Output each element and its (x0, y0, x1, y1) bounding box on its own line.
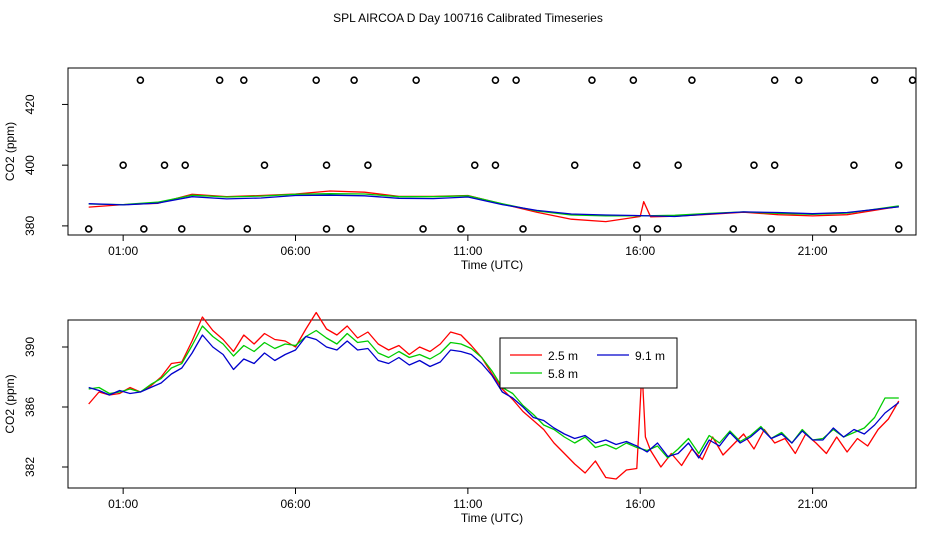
calibration-point (519, 225, 527, 233)
calibration-point (632, 161, 641, 169)
calibration-point (770, 161, 779, 169)
legend-label-9-1m: 9.1 m (635, 349, 665, 363)
legend: 2.5 m 9.1 m 5.8 m (499, 337, 678, 389)
y-axis-label: CO2 (ppm) (3, 374, 17, 433)
calibration-point (312, 76, 320, 84)
x-tick-label: 11:00 (453, 497, 482, 511)
y-tick-label: 390 (23, 337, 37, 357)
x-tick-label: 01:00 (108, 244, 138, 258)
calibration-point (729, 225, 738, 233)
x-axis-label: Time (UTC) (461, 258, 523, 272)
calibration-point (653, 225, 662, 233)
calibration-point (136, 76, 145, 84)
calibration-point (470, 161, 479, 169)
bottom-panel: 01:00 06:00 11:00 16:00 21:00 382 386 390 Time (… (3, 311, 917, 525)
x-axis-label: Time (UTC) (461, 511, 523, 525)
calibration-point (419, 225, 427, 233)
series-line-2-5-m (88, 311, 900, 480)
plot-frame (67, 319, 917, 489)
calibration-point (140, 225, 148, 233)
calibration-point (364, 161, 372, 169)
series-line-5-8-m (88, 325, 899, 459)
calibration-point (215, 76, 224, 84)
x-tick-label: 16:00 (625, 497, 655, 511)
x-tick-label: 01:00 (108, 497, 138, 511)
y-tick-label: 380 (23, 216, 37, 236)
calibration-point (491, 76, 500, 84)
calibration-point (794, 76, 803, 84)
legend-label-5-8m: 5.8 m (548, 367, 578, 381)
calibration-point (629, 76, 638, 84)
x-tick-label: 11:00 (453, 244, 482, 258)
calibration-point (177, 225, 186, 233)
top-panel: 01:00 06:00 11:00 16:00 21:00 380 400 420 Time (… (3, 67, 917, 272)
calibration-point (850, 161, 858, 169)
figure-title: SPL AIRCOA D Day 100716 Calibrated Times… (333, 11, 603, 25)
calibration-point (750, 161, 758, 169)
calibration-point (870, 76, 879, 84)
calibration-point (491, 161, 500, 169)
legend-label-2-5m: 2.5 m (548, 349, 578, 363)
plot-frame (67, 67, 917, 236)
calibration-point (632, 225, 641, 233)
calibration-point (412, 76, 420, 84)
calibration-point (512, 76, 520, 84)
x-tick-label: 06:00 (280, 497, 310, 511)
legend-box (499, 337, 678, 389)
calibration-point (674, 161, 682, 169)
calibration-point (570, 161, 579, 169)
calibration-point (322, 161, 331, 169)
calibration-point (243, 225, 252, 233)
y-tick-label: 400 (23, 155, 37, 175)
calibration-point (767, 225, 776, 233)
calibration-point (240, 76, 248, 84)
calibration-point (457, 225, 465, 233)
calibration-point (350, 76, 358, 84)
calibration-point (908, 76, 917, 84)
x-tick-label: 21:00 (798, 244, 828, 258)
calibration-point (770, 76, 779, 84)
calibration-point (346, 225, 355, 233)
calibration-point (688, 76, 696, 84)
x-tick-label: 16:00 (625, 244, 655, 258)
calibration-point (588, 76, 596, 84)
y-tick-label: 420 (23, 94, 37, 114)
calibration-point (119, 161, 127, 169)
calibration-point (322, 225, 331, 233)
series-line-9-1-m (88, 194, 899, 218)
x-tick-label: 21:00 (798, 497, 828, 511)
x-tick-label: 06:00 (280, 244, 310, 258)
y-axis-label: CO2 (ppm) (3, 122, 17, 181)
calibration-point (160, 161, 169, 169)
calibration-point (260, 161, 269, 169)
calibration-point (894, 161, 903, 169)
calibration-point (181, 161, 190, 169)
series-line-9-1-m (88, 334, 900, 459)
calibration-point (84, 225, 93, 233)
calibration-point (829, 225, 838, 233)
y-tick-label: 386 (23, 397, 37, 417)
calibration-point (894, 225, 903, 233)
y-tick-label: 382 (23, 457, 37, 477)
